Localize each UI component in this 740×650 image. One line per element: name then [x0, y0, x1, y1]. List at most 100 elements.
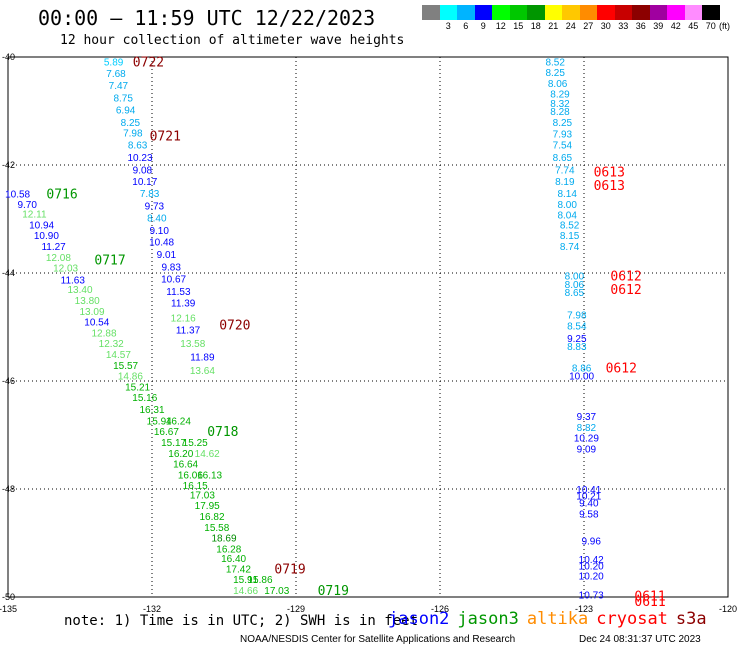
chart-points: 5.897.687.478.756.948.257.988.6310.239.0… — [5, 57, 604, 601]
color-scale-swatch — [527, 5, 545, 20]
color-scale-swatch — [474, 5, 492, 20]
data-point-label: 10.48 — [149, 238, 174, 249]
color-scale-tick: 15 — [513, 21, 524, 31]
chart-axes: -135 -132 -129 -126 -123 -120 -40 -42 -44 -46 -48 -… — [0, 52, 737, 614]
data-point-label: 15.16 — [132, 393, 157, 404]
color-scale-tick: 42 — [670, 21, 681, 31]
data-point-label: 10.00 — [569, 372, 594, 383]
data-point-label: 8.19 — [555, 177, 575, 188]
data-point-label: 17.95 — [195, 501, 220, 512]
data-point-label: 9.58 — [579, 509, 599, 520]
data-point-label: 10.58 — [5, 190, 30, 201]
mission-s3a: s3a — [675, 609, 707, 629]
data-point-label: 7.98 — [567, 311, 587, 322]
color-scale-tick: 39 — [653, 21, 664, 31]
data-point-label: 17.03 — [190, 490, 215, 501]
data-point-label: 17.03 — [264, 586, 289, 597]
pass-number-label: 0721 — [150, 129, 181, 144]
x-tick-label: -120 — [719, 604, 737, 614]
page-title: 00:00 – 11:59 UTC 12/22/2023 — [38, 6, 376, 30]
data-point-label: 8.86 — [572, 364, 592, 375]
data-point-label: 16.20 — [168, 449, 193, 460]
data-point-label: 8.28 — [550, 107, 570, 118]
data-point-label: 8.65 — [553, 153, 573, 164]
data-point-label: 13.80 — [75, 296, 100, 307]
data-point-label: 10.54 — [84, 318, 109, 329]
y-tick-label: -42 — [2, 160, 15, 170]
data-point-label: 7.98 — [123, 129, 143, 140]
pass-number-label: 0719 — [274, 562, 305, 577]
chart-grid — [8, 57, 728, 597]
data-point-label: 8.83 — [567, 342, 587, 353]
color-scale-tick: 21 — [548, 21, 559, 31]
data-point-label: 16.06 — [178, 470, 203, 481]
data-point-label: 8.25 — [545, 68, 565, 79]
data-point-label: 7.74 — [555, 165, 575, 176]
data-point-label: 12.32 — [99, 339, 124, 350]
data-point-label: 8.63 — [128, 140, 148, 151]
data-point-label: 8.15 — [560, 231, 580, 242]
footer-note: note: 1) Time is in UTC; 2) SWH is in fe… — [64, 613, 419, 629]
color-scale-swatch — [492, 5, 510, 20]
data-point-label: 16.24 — [166, 416, 191, 427]
color-scale-tick: 6 — [463, 21, 469, 31]
color-scale-tick: 9 — [480, 21, 486, 31]
pass-number-label: 0719 — [318, 584, 349, 599]
color-scale-swatch — [457, 5, 475, 20]
x-tick-label: -132 — [143, 604, 161, 614]
data-point-label: 14.86 — [118, 372, 143, 383]
data-point-label: 10.94 — [29, 220, 54, 231]
footer-credit: NOAA/NESDIS Center for Satellite Applica… — [240, 634, 516, 645]
data-point-label: 9.83 — [161, 263, 181, 274]
data-point-label: 11.53 — [166, 287, 191, 298]
data-point-label: 7.47 — [109, 81, 129, 92]
data-point-label: 10.20 — [579, 562, 604, 573]
pass-number-label: 0612 — [606, 362, 637, 377]
data-point-label: 16.31 — [139, 405, 164, 416]
pass-number-label: 0718 — [207, 425, 238, 440]
data-point-label: 14.66 — [233, 586, 258, 597]
data-point-label: 12.88 — [91, 328, 116, 339]
data-point-label: 9.10 — [149, 226, 169, 237]
color-scale-bar — [422, 5, 720, 20]
color-scale-tick: 70 — [705, 21, 716, 31]
data-point-label: 10.23 — [127, 153, 152, 164]
data-point-label: 8.65 — [565, 288, 585, 299]
pass-number-label: 0613 — [594, 179, 625, 194]
data-point-label: 8.52 — [545, 57, 565, 68]
data-point-label: 8.04 — [557, 211, 577, 222]
data-point-label: 15.91 — [233, 575, 258, 586]
data-point-label: 9.96 — [581, 536, 601, 547]
color-scale-swatch — [439, 5, 457, 20]
data-point-label: 16.28 — [216, 544, 241, 555]
chart-pass-labels: 0722 0721 0716 0717 0720 0718 0719 0719 06130613… — [46, 55, 665, 609]
data-point-label: 7.68 — [106, 69, 126, 80]
data-point-label: 13.09 — [79, 307, 104, 318]
data-point-label: 10.29 — [574, 434, 599, 445]
data-point-label: 8.74 — [560, 242, 580, 253]
data-point-label: 7.93 — [553, 130, 573, 141]
data-point-label: 11.27 — [41, 242, 66, 253]
color-scale-swatch — [649, 5, 667, 20]
data-point-label: 8.00 — [565, 272, 585, 283]
y-tick-label: -40 — [2, 52, 15, 62]
color-scale-tick: 27 — [583, 21, 594, 31]
data-point-label: 15.86 — [247, 575, 272, 586]
data-point-label: 8.25 — [553, 118, 573, 129]
color-scale-swatch — [667, 5, 685, 20]
color-scale-tick: 36 — [635, 21, 646, 31]
pass-number-label: 0611 — [634, 589, 665, 604]
mission-jason2: jason2 — [388, 609, 450, 629]
data-point-label: 15.25 — [183, 438, 208, 449]
data-point-label: 8.06 — [565, 280, 585, 291]
plot-frame — [7, 56, 729, 598]
data-point-label: 9.70 — [17, 200, 37, 211]
x-tick-label: -129 — [287, 604, 305, 614]
data-point-label: 8.75 — [113, 94, 133, 105]
data-point-label: 9.40 — [579, 499, 599, 510]
data-point-label: 8.29 — [550, 90, 570, 101]
color-scale-swatch — [422, 5, 440, 20]
color-scale-swatch — [562, 5, 580, 20]
data-point-label: 12.08 — [46, 253, 71, 264]
mission-cryosat: cryosat — [596, 609, 668, 629]
